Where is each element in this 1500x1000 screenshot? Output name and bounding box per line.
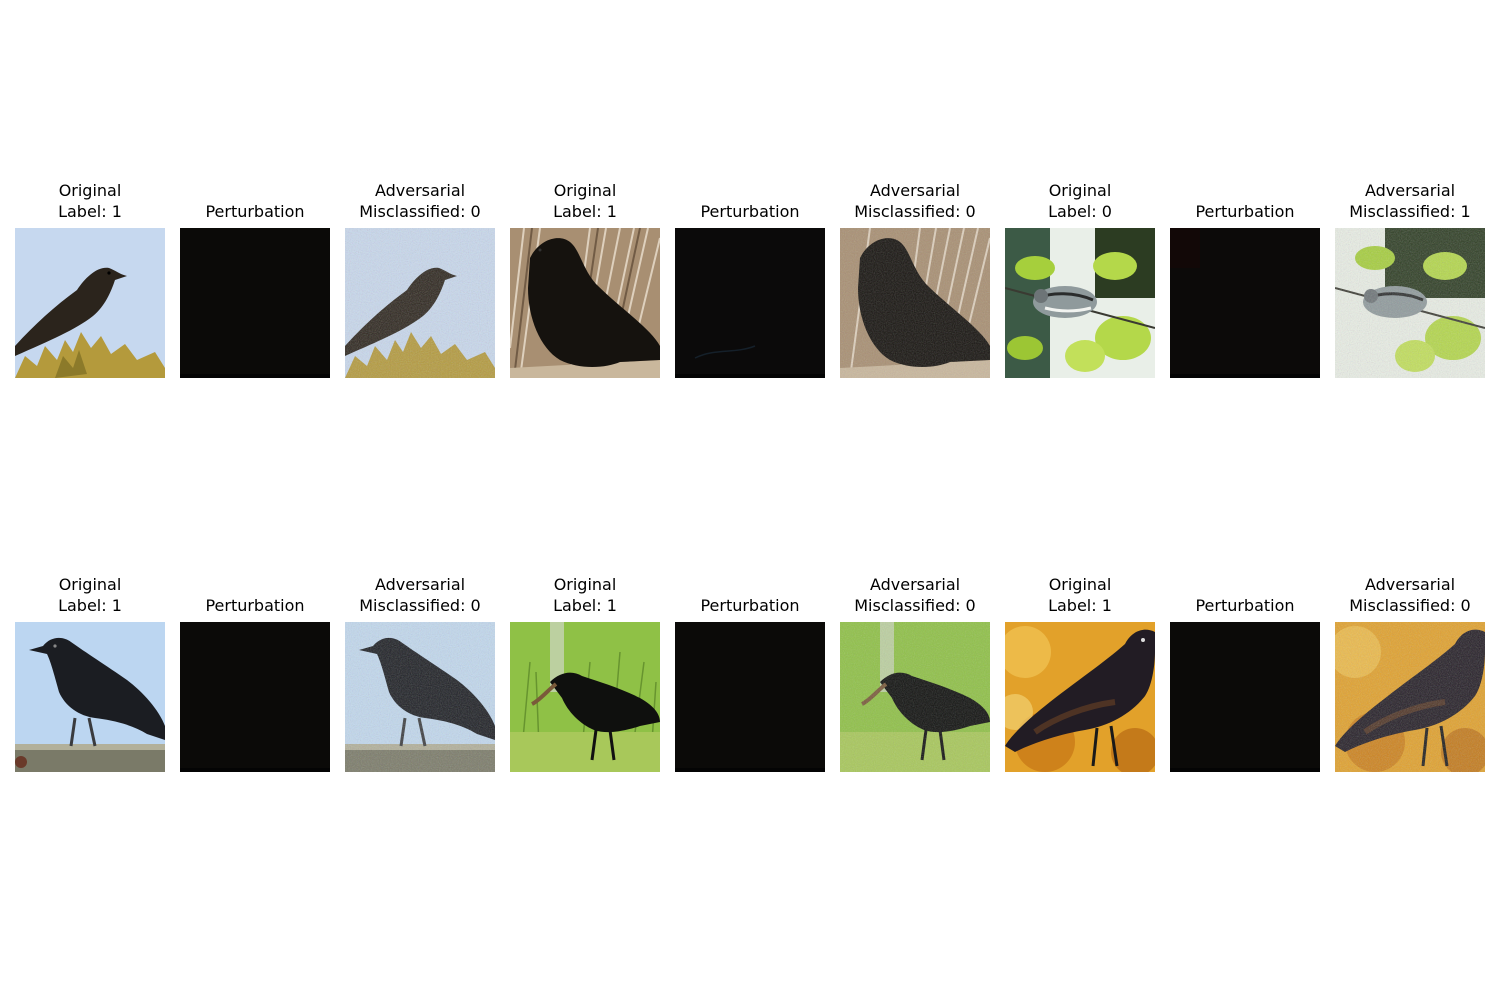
panel-title: Original [58,575,122,594]
panel-subtitle: Misclassified: 0 [854,202,976,221]
panel-caption: Original Label: 1 [990,574,1170,618]
panel-title: Adversarial [1364,575,1456,594]
panel-title: Perturbation [1195,202,1295,221]
perturbation-image [180,622,330,772]
adversarial-crow-image [345,228,495,378]
adversarial-warbler-image [1335,228,1485,378]
panel-subtitle: Label: 1 [553,596,617,615]
panel-title: Perturbation [700,202,800,221]
panel-title: Original [553,575,617,594]
panel-subtitle: Misclassified: 0 [1349,596,1471,615]
panel-subtitle: Misclassified: 0 [359,202,481,221]
panel-caption: Perturbation [1155,180,1335,224]
perturbation-image [675,228,825,378]
panel-title: Perturbation [205,202,305,221]
adversarial-crow-image [345,622,495,772]
panel-caption: Adversarial Misclassified: 0 [825,180,1005,224]
panel-subtitle: Label: 1 [58,202,122,221]
panel-title: Original [553,181,617,200]
panel-caption: Original Label: 1 [0,180,180,224]
panel-subtitle: Misclassified: 1 [1349,202,1471,221]
panel-caption: Original Label: 1 [0,574,180,618]
panel-title: Original [1048,181,1112,200]
panel-title: Original [1048,575,1112,594]
crow-image [1005,622,1155,772]
perturbation-image [1170,228,1320,378]
panel-title: Adversarial [374,181,466,200]
panel-caption: Adversarial Misclassified: 0 [825,574,1005,618]
panel-caption: Adversarial Misclassified: 0 [1320,574,1500,618]
panel-title: Adversarial [869,575,961,594]
panel-caption: Adversarial Misclassified: 0 [330,574,510,618]
panel-subtitle: Misclassified: 0 [359,596,481,615]
panel-title: Adversarial [374,575,466,594]
perturbation-image [675,622,825,772]
panel-subtitle: Label: 1 [1048,596,1112,615]
panel-caption: Perturbation [660,574,840,618]
panel-caption: Original Label: 0 [990,180,1170,224]
panel-caption: Perturbation [165,180,345,224]
panel-caption: Adversarial Misclassified: 1 [1320,180,1500,224]
panel-caption: Adversarial Misclassified: 0 [330,180,510,224]
panel-title: Perturbation [205,596,305,615]
crow-image [15,228,165,378]
panel-subtitle: Label: 1 [58,596,122,615]
adversarial-crow-image [840,228,990,378]
warbler-image [1005,228,1155,378]
panel-caption: Perturbation [165,574,345,618]
panel-title: Perturbation [1195,596,1295,615]
perturbation-image [1170,622,1320,772]
panel-caption: Perturbation [1155,574,1335,618]
panel-caption: Perturbation [660,180,840,224]
panel-title: Adversarial [1364,181,1456,200]
panel-title: Perturbation [700,596,800,615]
panel-caption: Original Label: 1 [495,180,675,224]
crow-image [510,228,660,378]
panel-title: Original [58,181,122,200]
crow-image [510,622,660,772]
adversarial-crow-image [1335,622,1485,772]
panel-title: Adversarial [869,181,961,200]
panel-subtitle: Label: 0 [1048,202,1112,221]
panel-subtitle: Label: 1 [553,202,617,221]
panel-subtitle: Misclassified: 0 [854,596,976,615]
perturbation-image [180,228,330,378]
panel-caption: Original Label: 1 [495,574,675,618]
crow-image [15,622,165,772]
adversarial-crow-image [840,622,990,772]
